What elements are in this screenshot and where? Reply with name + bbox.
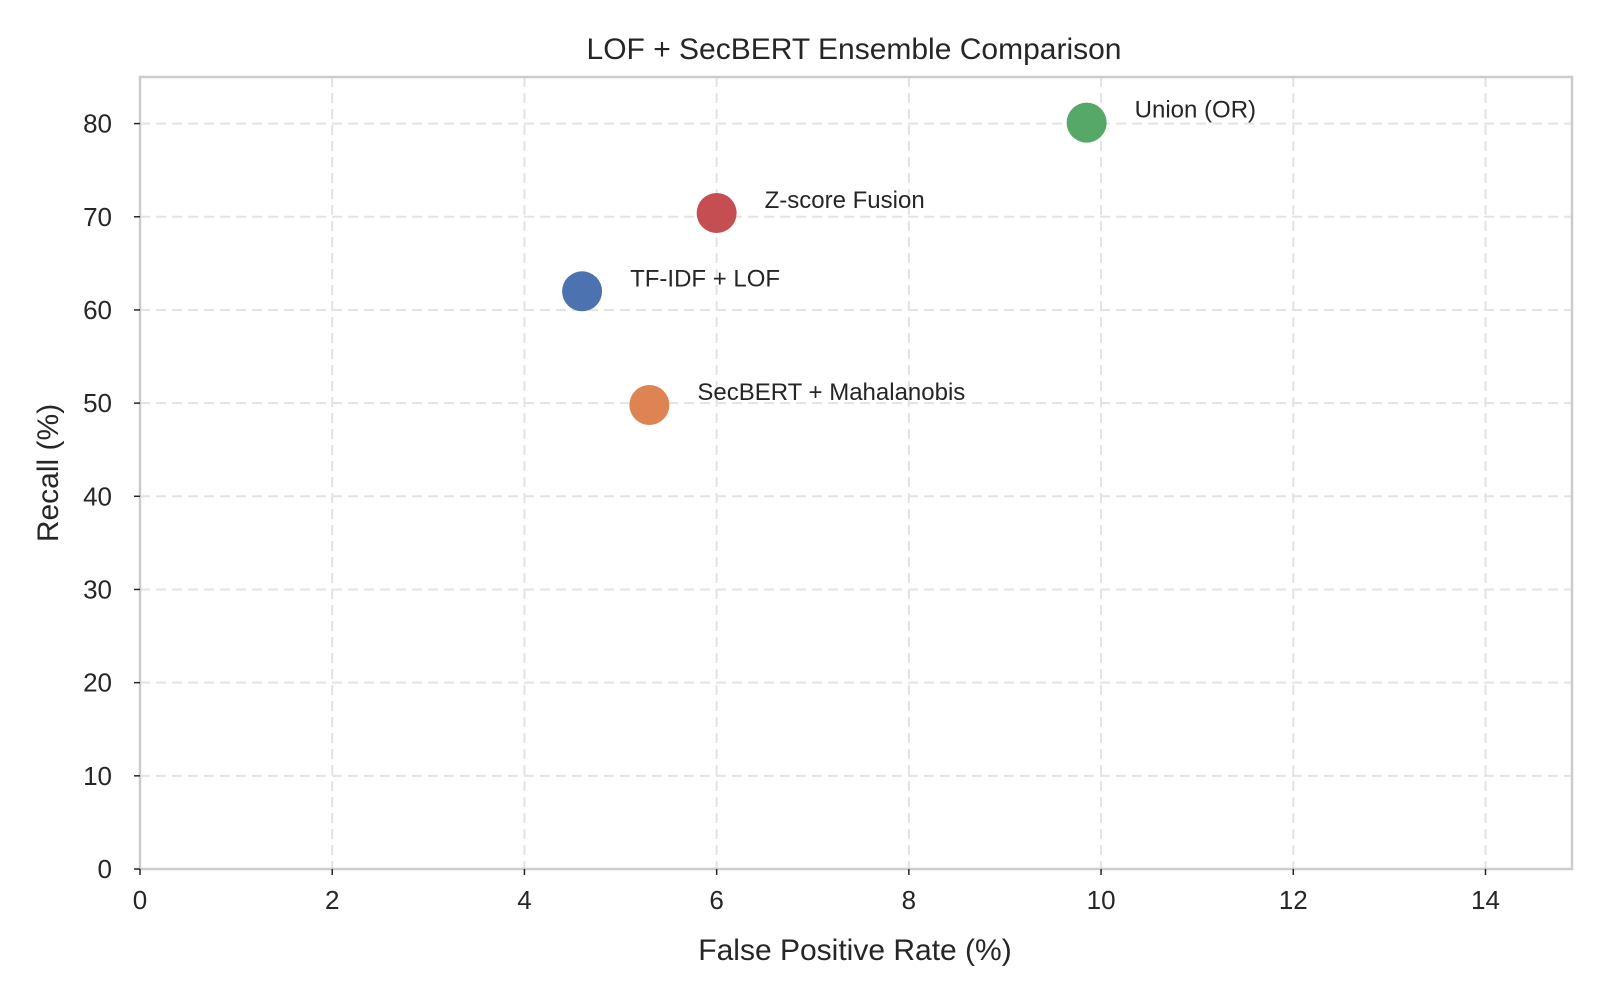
axis-ticks: 0 2 4 6 8 10 12 14 0 10 20 30 40 50 60 70 80 bbox=[83, 109, 1500, 915]
data-point bbox=[696, 193, 737, 234]
y-tick-label: 10 bbox=[83, 761, 112, 791]
y-tick-label: 20 bbox=[83, 668, 112, 698]
y-axis-label: Recall (%) bbox=[32, 404, 65, 542]
x-tick-label: 10 bbox=[1087, 885, 1116, 915]
x-tick-label: 2 bbox=[325, 885, 339, 915]
x-axis-label: False Positive Rate (%) bbox=[698, 934, 1011, 967]
y-tick-label: 80 bbox=[83, 109, 112, 139]
data-point-label: Z-score Fusion bbox=[765, 187, 925, 214]
data-point-label: Union (OR) bbox=[1135, 97, 1256, 124]
data-point-label: TF-IDF + LOF bbox=[630, 265, 780, 292]
y-tick-label: 40 bbox=[83, 481, 112, 511]
y-tick-label: 30 bbox=[83, 574, 112, 604]
data-points: TF-IDF + LOF SecBERT + Mahalanobis Z-score… bbox=[562, 97, 1256, 425]
data-point bbox=[1066, 102, 1107, 143]
y-tick-label: 60 bbox=[83, 295, 112, 325]
x-tick-label: 12 bbox=[1279, 885, 1308, 915]
data-point-label: SecBERT + Mahalanobis bbox=[697, 379, 965, 406]
x-tick-label: 0 bbox=[133, 885, 147, 915]
chart-title: LOF + SecBERT Ensemble Comparison bbox=[587, 33, 1122, 66]
grid-lines bbox=[140, 77, 1572, 869]
plot-frame bbox=[138, 75, 1574, 871]
y-tick-label: 70 bbox=[83, 202, 112, 232]
x-tick-label: 14 bbox=[1471, 885, 1500, 915]
x-tick-label: 8 bbox=[902, 885, 916, 915]
y-tick-label: 50 bbox=[83, 388, 112, 418]
data-point bbox=[629, 384, 670, 425]
y-tick-label: 0 bbox=[98, 854, 112, 884]
x-tick-label: 6 bbox=[709, 885, 723, 915]
x-tick-label: 4 bbox=[517, 885, 531, 915]
data-point bbox=[562, 271, 603, 312]
